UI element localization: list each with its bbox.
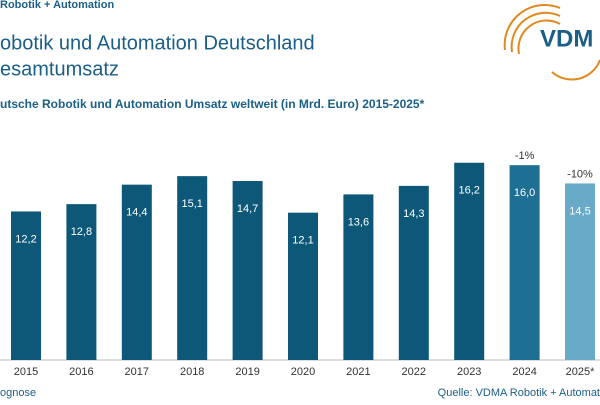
bar xyxy=(11,211,41,360)
bar xyxy=(398,185,429,360)
kicker: Robotik + Automation xyxy=(0,0,114,11)
x-tick-label: 2015 xyxy=(14,366,38,378)
x-tick-label: 2019 xyxy=(235,366,259,378)
bar xyxy=(454,162,485,360)
value-label: 16,2 xyxy=(458,185,479,197)
bar xyxy=(66,204,97,360)
bar xyxy=(121,184,152,360)
value-label: 12,8 xyxy=(71,226,92,238)
value-label: 14,3 xyxy=(403,208,424,220)
bar xyxy=(232,181,263,360)
x-tick-label: 2018 xyxy=(180,366,204,378)
x-tick-label: 2022 xyxy=(402,366,426,378)
logo-arc xyxy=(503,3,561,51)
title-line: obotik und Automation Deutschland xyxy=(0,32,315,54)
title-line: esamtumsatz xyxy=(0,58,119,80)
x-tick-label: 2025* xyxy=(566,366,595,378)
bar xyxy=(565,183,595,360)
logo-text: VDM xyxy=(540,25,593,52)
value-label: 12,1 xyxy=(292,235,313,247)
value-label: 15,1 xyxy=(181,198,202,210)
x-tick-label: 2017 xyxy=(125,366,149,378)
x-tick-label: 2023 xyxy=(457,366,481,378)
bar xyxy=(177,176,208,360)
logo xyxy=(503,3,600,81)
x-tick-label: 2016 xyxy=(69,366,93,378)
annotation: -1% xyxy=(515,150,535,162)
logo-arc xyxy=(517,19,561,55)
value-label: 14,4 xyxy=(126,207,147,219)
bar xyxy=(288,212,318,360)
logo-arc xyxy=(510,11,561,53)
x-tick-label: 2024 xyxy=(512,366,536,378)
annotation: -10% xyxy=(567,168,593,180)
logo-arc xyxy=(551,59,600,81)
bar xyxy=(509,165,540,360)
x-tick-label: 2021 xyxy=(346,366,370,378)
value-label: 16,0 xyxy=(514,187,535,199)
value-label: 14,7 xyxy=(237,203,258,215)
value-label: 14,5 xyxy=(569,205,590,217)
value-label: 13,6 xyxy=(348,216,369,228)
value-label: 12,2 xyxy=(15,233,36,245)
footnote: ognose xyxy=(0,387,36,399)
source: Quelle: VDMA Robotik + Automat xyxy=(438,387,600,399)
x-tick-label: 2020 xyxy=(291,366,315,378)
bar xyxy=(343,194,374,360)
chart-title: utsche Robotik und Automation Umsatz wel… xyxy=(0,97,425,111)
